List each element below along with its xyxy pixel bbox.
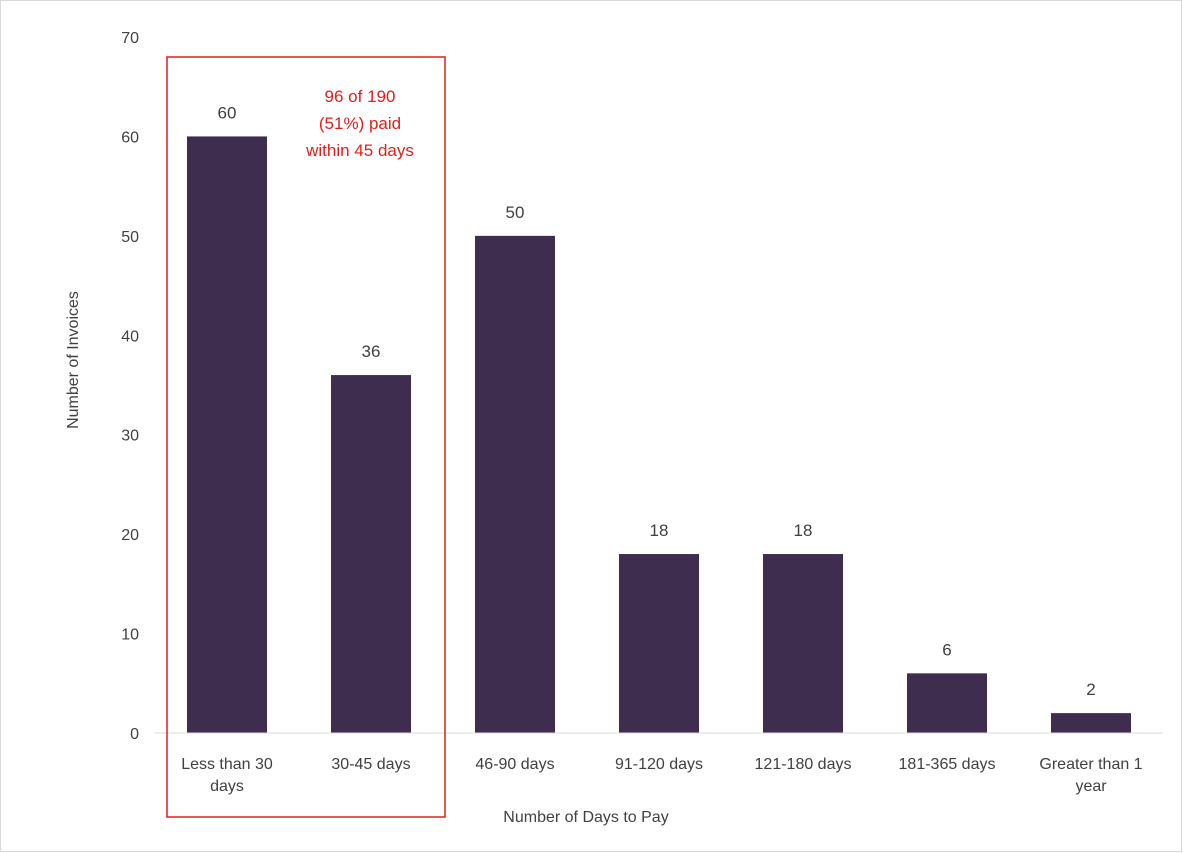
x-tick-label: 30-45 days [331, 756, 410, 773]
value-labels: 60 36 50 18 18 6 2 [218, 103, 1096, 699]
value-label: 60 [218, 103, 237, 122]
x-tick-label: 46-90 days [475, 756, 554, 773]
value-label: 18 [794, 521, 813, 540]
value-label: 6 [942, 640, 951, 659]
x-tick-label: 181-365 days [899, 756, 996, 773]
x-axis-title: Number of Days to Pay [503, 809, 668, 826]
value-label: 36 [362, 342, 381, 361]
bar [475, 235, 555, 733]
bars [187, 136, 1131, 733]
highlight-box [166, 56, 446, 818]
bar [331, 375, 411, 733]
bar [907, 673, 987, 733]
y-tick-label: 30 [121, 428, 139, 445]
bar [763, 554, 843, 733]
y-tick-label: 20 [121, 527, 139, 544]
bar [619, 554, 699, 733]
x-axis-ticks: Less than 30 days 30-45 days 46-90 days 91-1… [181, 756, 1143, 795]
y-tick-label: 50 [121, 229, 139, 246]
annotation-callout: 96 of 190 (51%) paid within 45 days [305, 87, 414, 160]
x-tick-label: Less than 30 days [181, 756, 273, 795]
x-tick-label: Greater than 1 year [1039, 756, 1142, 795]
y-axis-ticks: 0 10 20 30 40 50 60 70 [121, 30, 139, 743]
x-tick-label: 91-120 days [615, 756, 703, 773]
bar [1051, 713, 1131, 733]
value-label: 2 [1086, 680, 1095, 699]
y-tick-label: 70 [121, 30, 139, 47]
x-tick-label: 121-180 days [755, 756, 852, 773]
y-tick-label: 0 [130, 726, 139, 743]
value-label: 18 [650, 521, 669, 540]
value-label: 50 [506, 203, 525, 222]
bar [187, 136, 267, 733]
y-axis-title: Number of Invoices [65, 291, 82, 429]
annotation-text: 96 of 190 (51%) paid within 45 days [305, 87, 414, 160]
y-tick-label: 60 [121, 129, 139, 146]
y-tick-label: 40 [121, 328, 139, 345]
y-tick-label: 10 [121, 627, 139, 644]
